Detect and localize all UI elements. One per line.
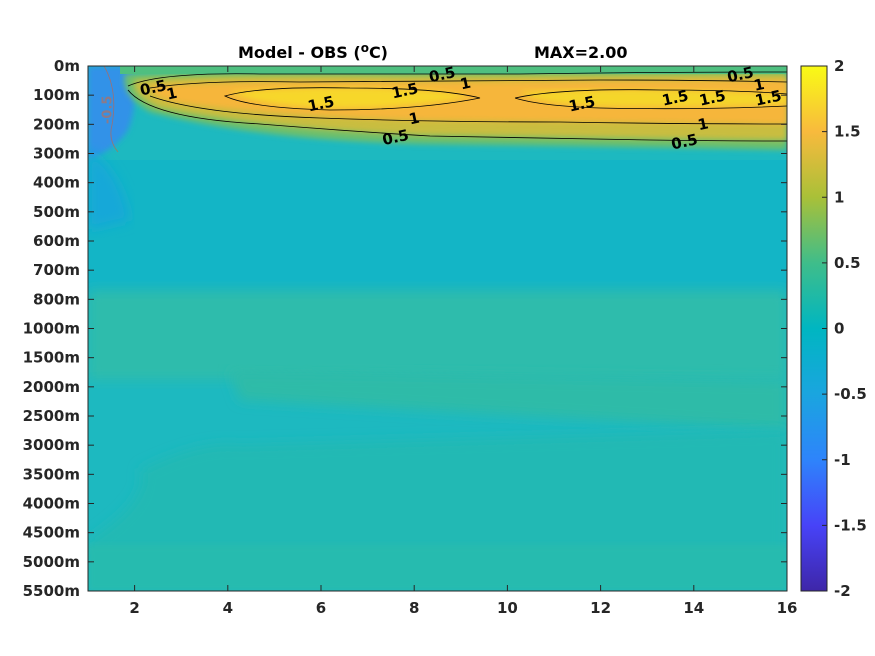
x-tick-label: 16 [777,599,798,617]
bottom-band [88,545,787,591]
contour-label: 1 [696,114,710,134]
y-tick-label: 4500m [23,524,80,542]
contour-label: -0.5 [101,96,116,124]
colorbar-tick-label: 1 [834,188,844,206]
y-tick-label: 400m [33,174,80,192]
y-tick-label: 800m [33,290,80,308]
abyssal-tongue [88,430,787,560]
y-axis: 0m 100m 200m 300m 400m 500m 600m 700m 800m 1000m 1… [23,57,787,600]
warm-core-15-b [520,89,787,107]
contour-1-lower [149,95,787,125]
contour-label: 1.5 [567,92,597,115]
contour-label: 0.5 [726,63,756,86]
y-tick-label: 0m [54,57,80,75]
contour-label: 0.5 [670,130,700,153]
y-tick-label: 1000m [23,320,80,338]
x-tick-label: 8 [409,599,419,617]
cold-anomaly-left-outer [88,150,130,230]
colorbar-tick-label: 0.5 [834,254,861,272]
y-tick-label: 500m [33,203,80,221]
contour-0.5-lower [127,89,787,142]
colorbar-ticks: 2 1.5 1 0.5 0 -0.5 -1 -1.5 -2 [822,57,867,600]
deep-warm-tongue [230,370,787,430]
colorbar-tick-label: -1 [834,451,851,469]
contour-label: 1 [165,84,179,104]
colorbar-tick-label: -1.5 [834,516,867,534]
contour-1.5-b [514,89,787,110]
contour-label: 1 [752,75,766,95]
colorbar-tick-label: -0.5 [834,385,867,403]
contour-label: 0.5 [427,63,457,86]
deep-band [88,290,787,380]
upper-warm-fringe [120,66,787,74]
y-tick-label: 1500m [23,349,80,367]
contour-neg-0.5 [103,66,119,153]
y-tick-label: 2500m [23,407,80,425]
cold-anomaly-left [88,66,135,160]
max-label: MAX=2.00 [534,43,628,62]
x-tick-label: 12 [590,599,611,617]
colorbar-tick-label: 2 [834,57,844,75]
y-tick-label: 100m [33,86,80,104]
y-tick-label: 3000m [23,436,80,454]
contour-label: 1.5 [306,92,336,115]
title-unit-end: C) [369,43,388,62]
chart-title: Model - OBS (oC) [238,41,388,62]
contour-0.5-upper [127,71,787,87]
contour-label: 1.5 [390,79,420,102]
y-tick-label: 200m [33,115,80,133]
contour-label: 1.5 [753,87,783,110]
y-tick-label: 5000m [23,553,80,571]
x-tick-label: 2 [129,599,139,617]
x-axis: 2 4 6 8 10 12 14 16 [129,66,797,617]
y-tick-label: 700m [33,261,80,279]
contour-1-upper [149,79,787,89]
colorbar-tick-label: -2 [834,582,851,600]
contour-1.5-a [223,87,481,111]
y-tick-label: 2000m [23,378,80,396]
title-unit-sup: o [361,41,369,55]
y-tick-label: 300m [33,145,80,163]
x-tick-label: 4 [223,599,233,617]
y-tick-label: 600m [33,232,80,250]
contour-labels: 0.51 1.51.50.5 110.51.5 1.5 1.50.511.510.5-0… [101,63,784,153]
contour-label: 0.5 [381,126,411,149]
y-tick-label: 4000m [23,495,80,513]
colorbar-tick-label: 0 [834,320,844,338]
contour-label: 0.5 [138,76,168,99]
y-tick-label: 3500m [23,465,80,483]
contour-label: 1 [458,74,472,94]
contour-label: 1 [407,109,421,129]
warm-core-15-a [230,87,470,108]
colorbar-tick-label: 1.5 [834,123,861,141]
y-tick-label: 5500m [23,582,80,600]
x-tick-label: 6 [316,599,326,617]
plot-area [88,66,787,591]
x-tick-label: 14 [683,599,704,617]
contour-label: 1.5 [660,87,690,110]
x-tick-label: 10 [497,599,518,617]
mid-depth-band [88,160,787,300]
contour-label: 1.5 [698,87,728,110]
